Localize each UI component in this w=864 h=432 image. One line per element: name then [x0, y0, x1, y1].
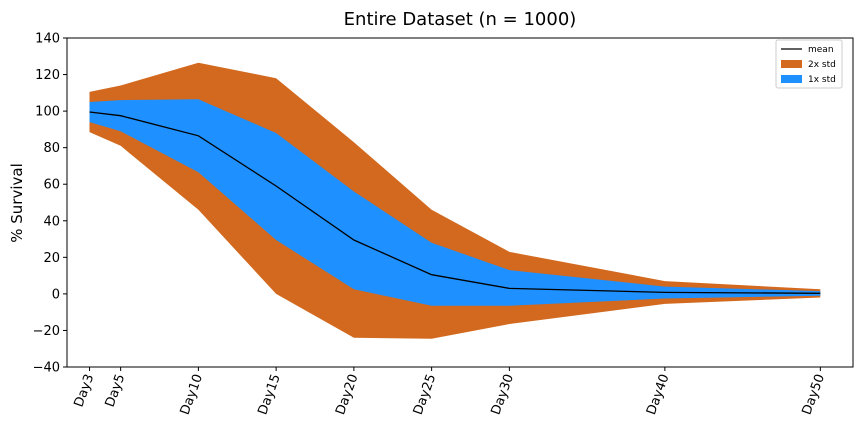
legend-label: mean — [808, 45, 834, 55]
y-tick-label: 0 — [52, 287, 60, 302]
x-axis: Day3 Day5 Day10 Day15 Day20 Day25 Day30 Day40 Da… — [72, 367, 829, 417]
y-tick-label: 40 — [43, 214, 60, 229]
y-tick-label: −40 — [33, 361, 60, 376]
y-tick-label: 60 — [43, 178, 60, 193]
x-tick-label: Day15 — [255, 372, 284, 417]
x-tick-label: Day3 — [72, 372, 98, 409]
lines-layer — [89, 111, 821, 294]
x-tick-label: Day20 — [333, 372, 362, 417]
x-tick-label: Day40 — [644, 372, 673, 417]
y-tick-label: 140 — [35, 32, 60, 47]
legend: mean 2x std 1x std — [775, 39, 843, 89]
legend-swatch-1x-std — [781, 75, 802, 83]
y-tick-label: 80 — [43, 141, 60, 156]
plot-frame — [66, 37, 854, 368]
x-tick-label: Day10 — [178, 372, 207, 417]
legend-swatch-2x-std — [781, 60, 802, 68]
y-tick-label: 100 — [35, 105, 60, 120]
y-tick-label: −20 — [33, 324, 60, 339]
band-1x-std — [89, 99, 821, 306]
line-mean — [89, 111, 821, 294]
legend-label: 1x std — [808, 75, 836, 85]
y-tick-label: 20 — [43, 251, 60, 266]
x-tick-label: Day5 — [103, 372, 129, 409]
x-tick-label: Day25 — [411, 372, 440, 417]
y-axis: −40 −20 0 20 40 60 80 100 120 140 — [33, 32, 67, 376]
legend-label: 2x std — [808, 60, 836, 70]
y-axis-label: % Survival — [8, 163, 26, 243]
x-tick-label: Day50 — [800, 372, 829, 417]
y-tick-label: 120 — [35, 68, 60, 83]
chart-title: Entire Dataset (n = 1000) — [344, 9, 577, 30]
bands-layer — [89, 62, 821, 339]
x-tick-label: Day30 — [489, 372, 518, 417]
